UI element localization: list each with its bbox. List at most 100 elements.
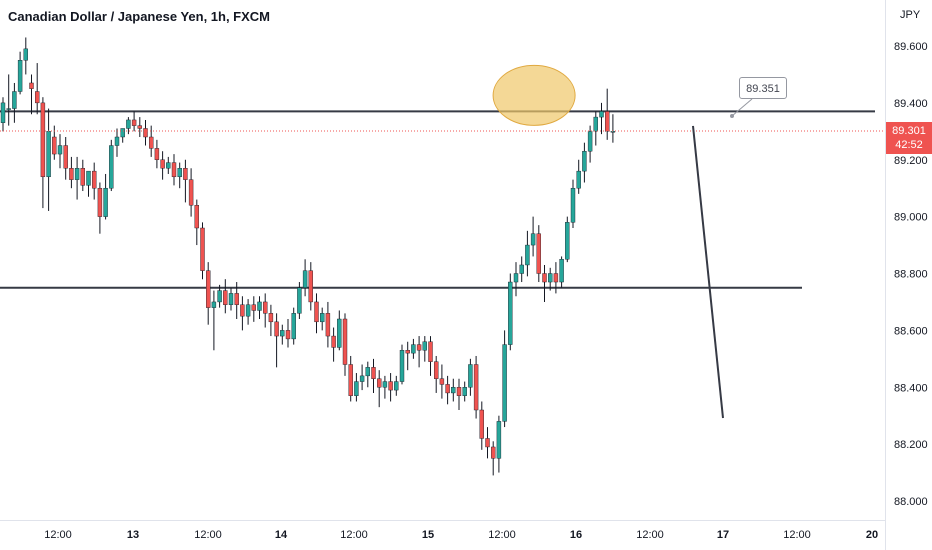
candle-body-up [17,60,23,92]
candle-body-down [188,179,194,206]
candle [542,264,547,302]
candle-body-down [274,321,279,337]
candle-body-down [183,168,188,180]
candle-body-up [365,367,370,377]
candle [91,162,97,200]
candle-body-down [137,125,143,129]
candle-body-down [325,313,331,337]
time-tick-label: 17 [717,529,729,541]
last-price-value: 89.301 [892,125,926,137]
candle-body-down [80,168,86,186]
candle-body-down [348,364,353,396]
price-tick-label: 89.000 [894,212,928,224]
candle-body-up [525,244,530,266]
time-tick-label: 14 [275,529,288,541]
price-tick-label: 89.400 [894,98,928,110]
candle-body-up [74,168,80,180]
candle [285,319,291,348]
candle-body-up [12,91,17,109]
candle-body-up [359,375,365,382]
candle-body-down [63,145,68,169]
candle-body-down [536,233,541,274]
candle-body-up [114,136,120,146]
candle-body-down [371,367,376,379]
candle [485,427,490,459]
candle [565,216,570,263]
candle [439,364,445,399]
candle-body-down [479,409,484,439]
candle-body-down [251,304,257,311]
time-axis-divider [0,520,885,521]
candles-layer [0,37,616,476]
candle [405,341,410,371]
price-tick-label: 88.600 [894,325,928,337]
price-tick-label: 88.400 [894,382,928,394]
candle-body-down [542,273,547,283]
candle-body-down [240,304,245,317]
candle [445,375,450,405]
candle [314,293,319,334]
price-tick-label: 88.200 [894,439,928,451]
candle-body-down [428,341,433,362]
candle [211,290,217,351]
candle [610,114,616,143]
candle [74,156,80,200]
candle-body-down [29,82,34,89]
candle-body-up [587,131,593,152]
candle [354,373,359,402]
candle [331,327,336,362]
candle [508,273,513,351]
price-callout[interactable]: 89.351 [739,77,787,99]
callout-anchor [730,114,734,118]
candle-body-up [502,344,507,422]
bar-countdown: 42:52 [895,139,923,151]
candle-body-down [234,293,239,305]
candle-body-up [302,270,308,288]
candle [280,324,285,345]
candle [365,361,370,388]
candle [0,97,6,132]
candle [143,119,148,146]
candle-body-down [91,170,97,189]
candle [6,74,11,126]
candle [553,262,559,294]
candle-body-up [462,387,467,396]
candle-body-up [103,187,108,217]
callout-pointer [731,98,753,117]
candle-body-up [422,341,427,351]
candle-body-down [416,344,422,351]
price-tick-label: 89.200 [894,155,928,167]
candle-body-down [491,446,496,459]
candle-body-down [485,438,490,448]
time-tick-label: 16 [570,529,582,541]
candle [302,259,308,297]
candle [576,159,581,194]
candle-body-down [268,313,274,323]
candle [371,358,376,393]
candle [240,296,245,331]
candle-body-down [605,111,610,132]
candle-body-up [23,48,28,61]
projection-line [692,125,724,419]
candle [268,304,274,337]
candle-body-up [291,313,296,340]
candle [320,307,325,331]
candle [245,299,251,325]
candle-body-down [331,335,336,348]
price-axis-ticks: 89.600 89.400 89.200 89.000 88.800 88.600 88.4… [894,41,928,508]
candle [86,170,91,197]
candle [114,128,120,157]
candle-body-up [217,290,222,303]
candle [587,125,593,163]
candle [479,401,484,450]
candle-body-up [513,273,519,283]
candle-body-down [154,148,160,160]
candle-body-down [388,381,393,391]
candle-body-down [473,364,479,411]
candle-body-up [86,170,91,186]
candle-body-down [52,136,57,155]
time-tick-label: 12:00 [44,529,72,541]
candle [325,301,331,348]
